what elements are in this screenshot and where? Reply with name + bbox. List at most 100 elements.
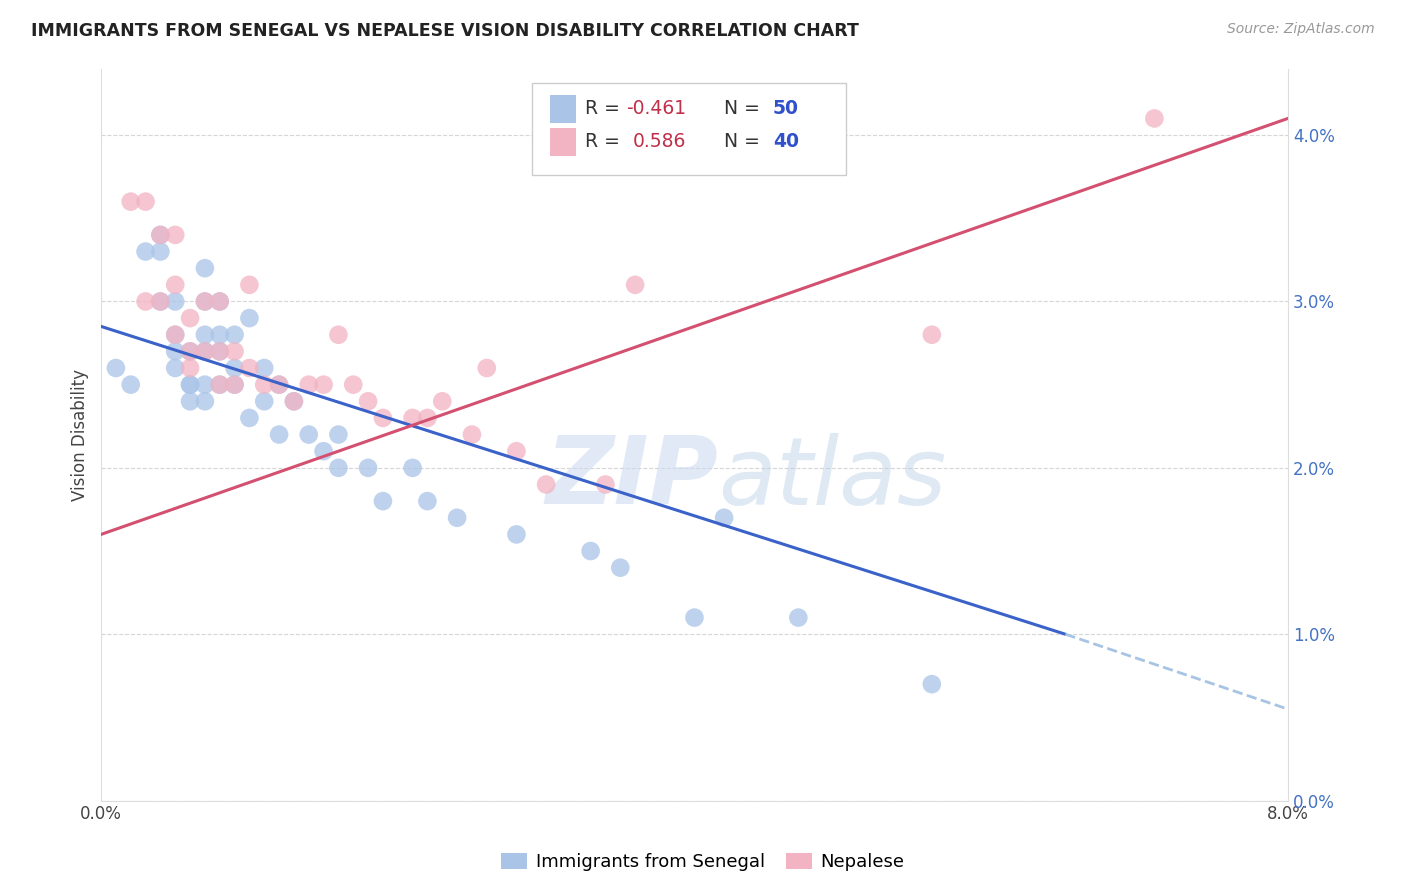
Text: 0.586: 0.586 [633,132,686,152]
Point [224,344,246,359]
Point [267,427,290,442]
Point [165,361,187,376]
Point [595,477,617,491]
Point [194,294,217,309]
Point [224,361,246,376]
Point [194,377,217,392]
Point [787,610,810,624]
Point [401,460,423,475]
Point [135,294,157,309]
Point [194,344,217,359]
Text: R =: R = [585,132,633,152]
Point [416,494,439,508]
Point [298,377,321,392]
Point [371,411,394,425]
Text: IMMIGRANTS FROM SENEGAL VS NEPALESE VISION DISABILITY CORRELATION CHART: IMMIGRANTS FROM SENEGAL VS NEPALESE VISI… [31,22,859,40]
Point [135,244,157,259]
Y-axis label: Vision Disability: Vision Disability [72,368,89,500]
Point [505,444,527,458]
FancyBboxPatch shape [550,95,576,123]
Point [224,377,246,392]
Point [208,344,231,359]
Point [1143,112,1166,126]
Point [238,277,260,292]
Text: -0.461: -0.461 [626,99,686,119]
Point [312,377,335,392]
Point [149,294,172,309]
Point [283,394,305,409]
Point [312,444,335,458]
Point [165,327,187,342]
Point [179,344,201,359]
Point [283,394,305,409]
Point [328,427,350,442]
Point [165,327,187,342]
Text: R =: R = [585,99,626,119]
Text: atlas: atlas [718,433,946,524]
Point [267,377,290,392]
Text: 50: 50 [773,99,799,119]
Text: Source: ZipAtlas.com: Source: ZipAtlas.com [1227,22,1375,37]
Point [208,377,231,392]
Point [683,610,706,624]
FancyBboxPatch shape [550,128,576,155]
Point [432,394,454,409]
Point [342,377,364,392]
Point [579,544,602,558]
Point [179,344,201,359]
Text: 40: 40 [773,132,799,152]
Point [208,294,231,309]
Point [328,460,350,475]
Point [179,311,201,326]
Point [179,394,201,409]
Point [921,677,943,691]
Point [104,361,127,376]
Point [238,311,260,326]
Text: ZIP: ZIP [546,433,718,524]
Point [416,411,439,425]
Text: N =: N = [713,132,766,152]
Point [534,477,557,491]
Point [357,394,380,409]
Point [194,327,217,342]
Point [713,510,735,524]
Point [149,227,172,242]
Point [253,361,276,376]
Point [624,277,647,292]
Point [179,377,201,392]
Point [165,277,187,292]
Point [609,560,631,574]
Point [120,377,142,392]
Point [401,411,423,425]
Point [224,377,246,392]
Point [194,261,217,276]
Point [165,344,187,359]
Point [357,460,380,475]
FancyBboxPatch shape [531,83,846,175]
Point [267,377,290,392]
Point [179,377,201,392]
Point [149,294,172,309]
Point [194,294,217,309]
Point [446,510,468,524]
Point [135,194,157,209]
Point [224,327,246,342]
Point [165,227,187,242]
Point [461,427,484,442]
Text: N =: N = [713,99,766,119]
Point [371,494,394,508]
Point [165,294,187,309]
Point [208,327,231,342]
Point [505,527,527,541]
Point [149,227,172,242]
Point [208,344,231,359]
Point [253,377,276,392]
Point [475,361,498,376]
Legend: Immigrants from Senegal, Nepalese: Immigrants from Senegal, Nepalese [494,846,912,879]
Point [120,194,142,209]
Point [298,427,321,442]
Point [149,244,172,259]
Point [238,411,260,425]
Point [208,377,231,392]
Point [921,327,943,342]
